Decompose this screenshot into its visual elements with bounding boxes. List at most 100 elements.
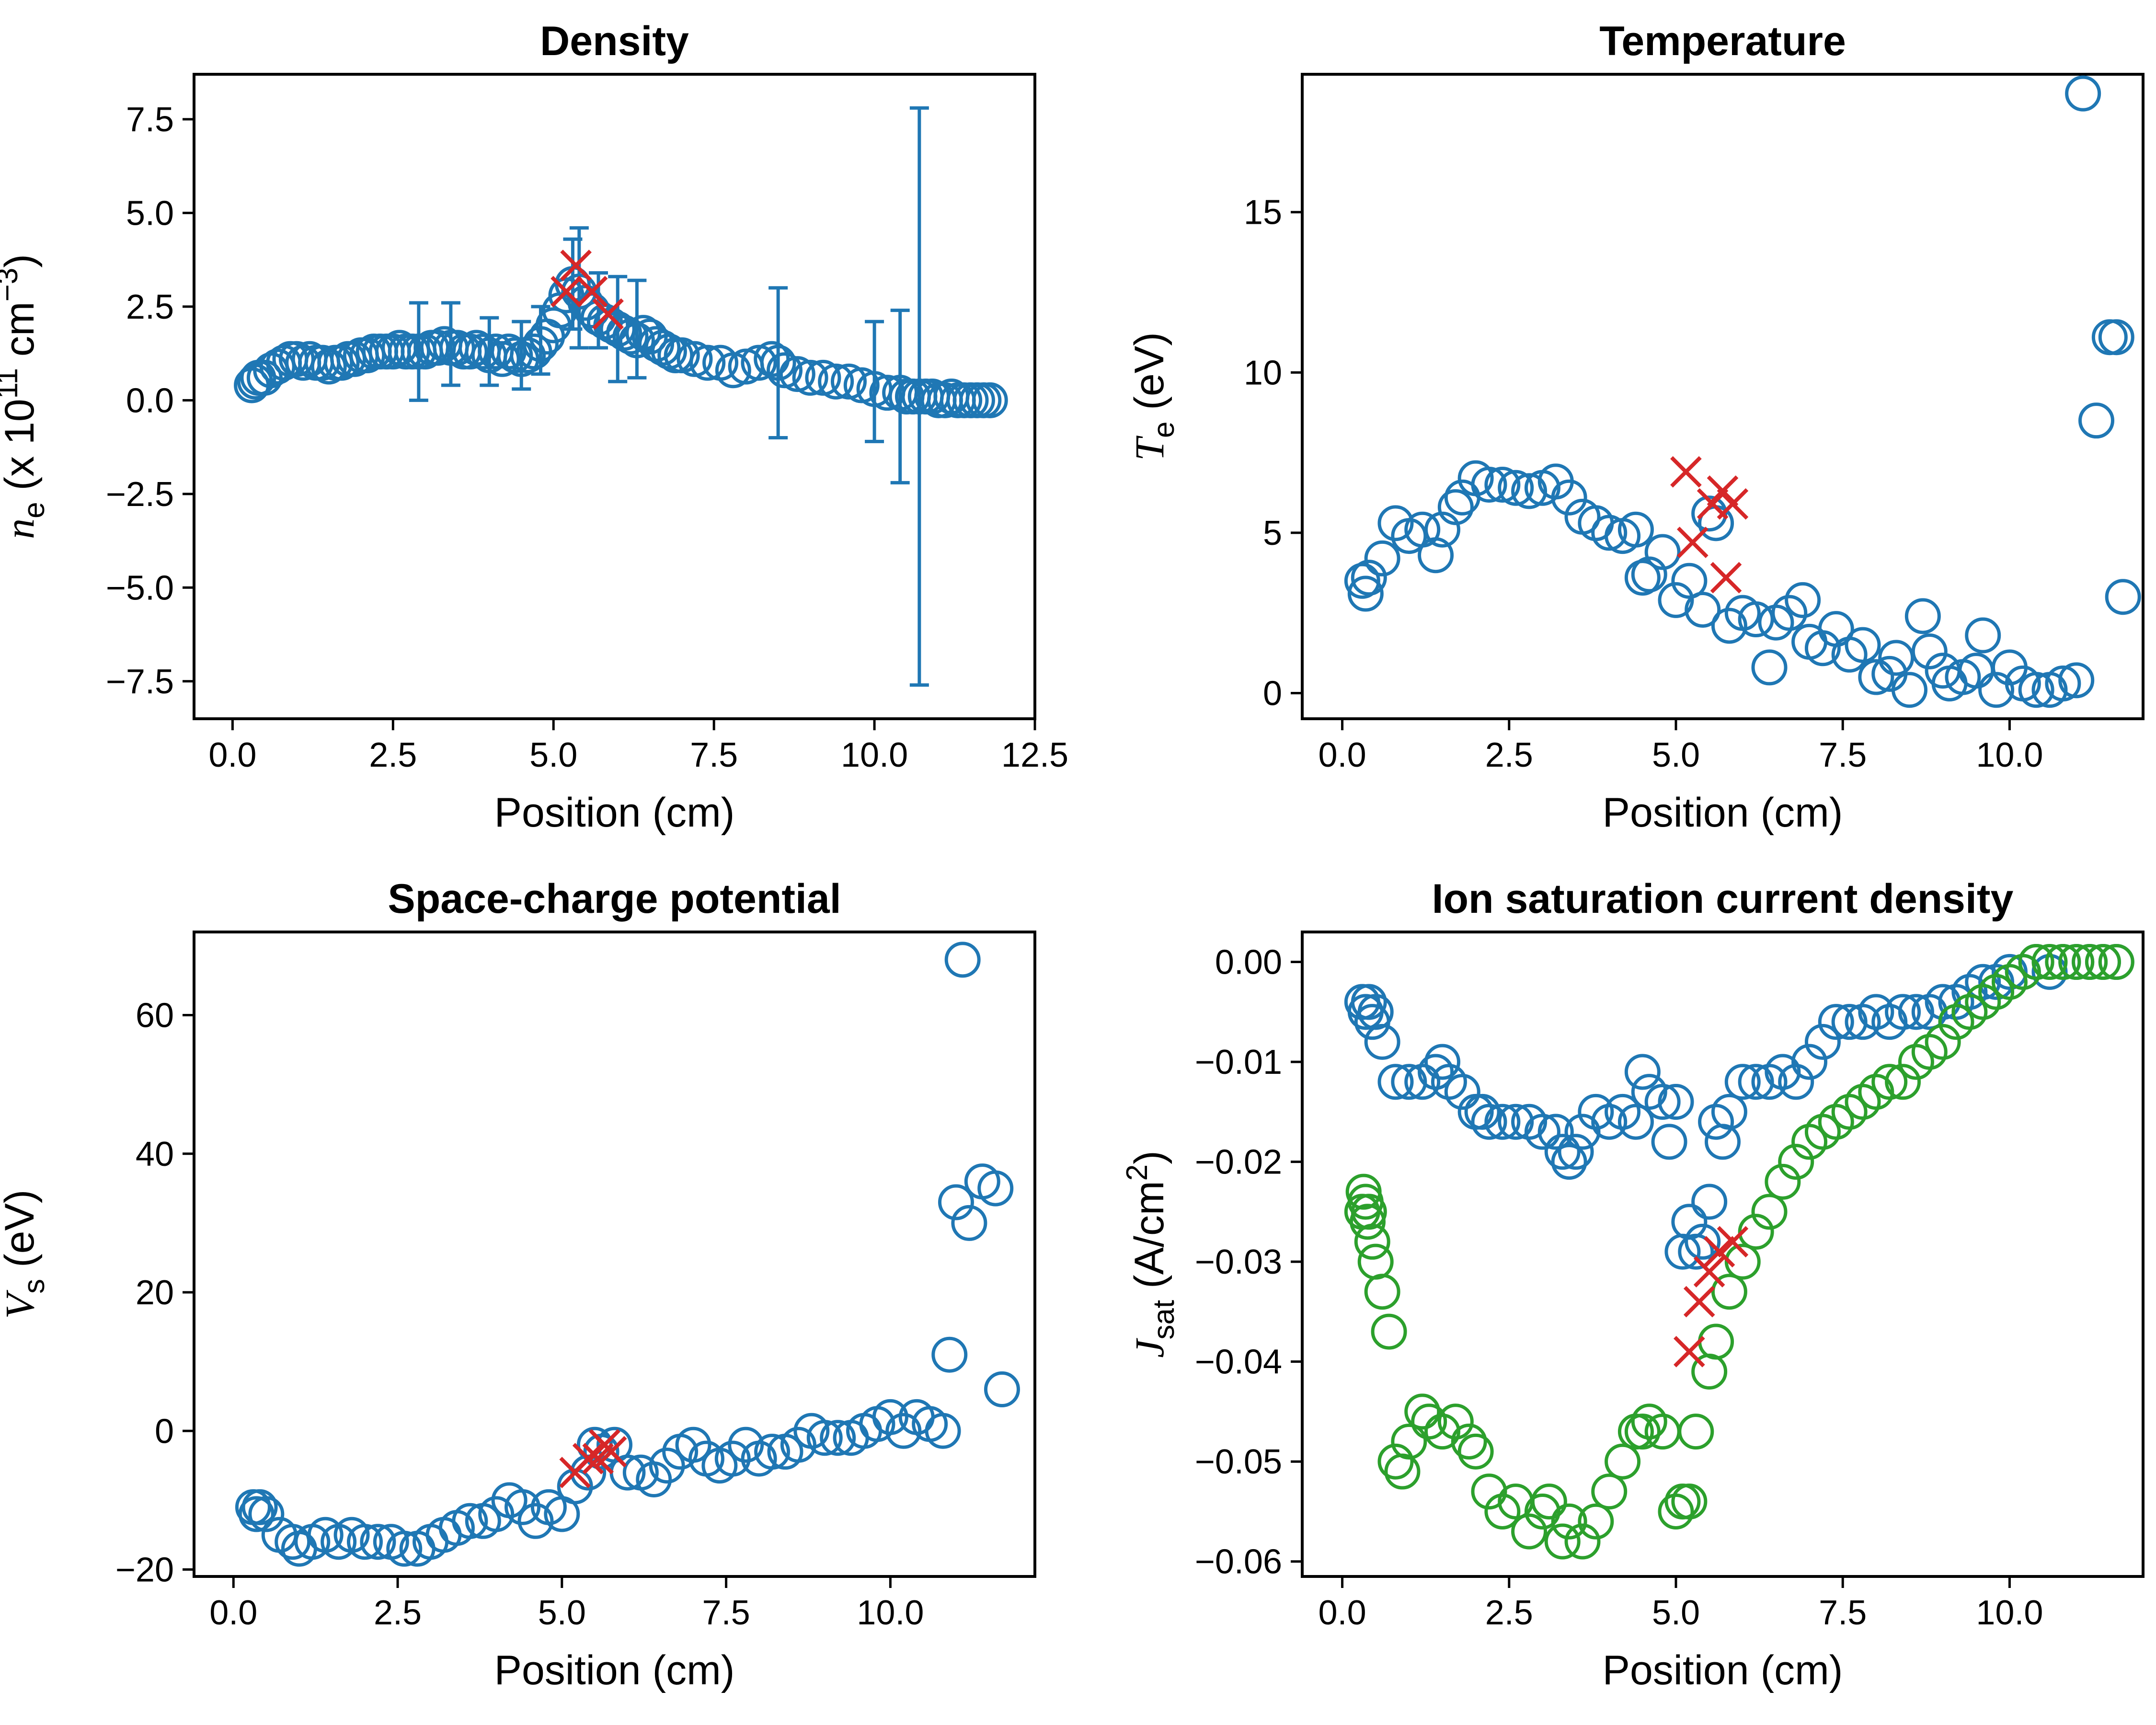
y-tick-label: 0 (1263, 674, 1282, 713)
data-point (1804, 1024, 1841, 1060)
chart-title: Temperature (1599, 18, 1846, 64)
data-point (1605, 1443, 1641, 1480)
data-point (1658, 582, 1694, 618)
data-point (1437, 489, 1474, 525)
data-point (636, 1461, 672, 1498)
series-0 (234, 266, 1008, 418)
data-point (1778, 1144, 1814, 1180)
x-tick-label: 2.5 (369, 736, 417, 774)
x-tick-label: 10.0 (1976, 736, 2043, 774)
series-2 (1674, 1226, 1749, 1368)
data-point (510, 337, 546, 373)
data-point (1738, 1064, 1774, 1100)
plot-frame (193, 73, 1036, 720)
data-point (1357, 1243, 1394, 1280)
x-tick-label: 5.0 (1652, 736, 1700, 774)
data-point-x (1717, 488, 1749, 520)
data-point (938, 1184, 974, 1220)
chart-space-charge: Space-charge potential 0.0 2.5 5.0 7.5 10.0 −2… (0, 876, 1036, 1693)
data-point (1351, 560, 1387, 596)
data-point (1878, 640, 1915, 676)
data-point (1711, 1274, 1747, 1310)
y-axis-label-symbol: J (1126, 1338, 1172, 1358)
data-point (1377, 1443, 1414, 1480)
y-axis-label-close: ) (1126, 1150, 1172, 1164)
data-point (2078, 402, 2114, 439)
data-point-x (550, 276, 582, 308)
data-point (1892, 672, 1927, 708)
data-point (1484, 1104, 1521, 1140)
data-point (2018, 944, 2054, 980)
data-point (1991, 954, 2028, 990)
series-0 (235, 942, 1020, 1567)
data-point-x (1676, 527, 1709, 558)
data-point (792, 359, 828, 396)
data-point (1524, 1114, 1560, 1150)
data-point (714, 1440, 751, 1477)
data-point (360, 1524, 396, 1560)
data-point (1364, 540, 1400, 576)
x-tick-label: 2.5 (374, 1594, 422, 1632)
y-axis-label-close: ) (0, 254, 43, 268)
data-point (1511, 473, 1548, 509)
data-point (1524, 1493, 1560, 1530)
data-point (2058, 662, 2095, 699)
data-point (820, 1420, 856, 1456)
data-point (1904, 598, 1941, 634)
data-point (1591, 1473, 1628, 1510)
y-axis-label-sub: s (18, 1279, 51, 1294)
x-tick-label: 5.0 (538, 1594, 586, 1632)
data-point (1624, 1414, 1661, 1450)
data-point (517, 1503, 554, 1539)
data-point (977, 1170, 1014, 1207)
x-tick-label: 7.5 (1819, 736, 1867, 774)
y-tick-label: 10 (1244, 354, 1282, 392)
data-point (885, 1413, 922, 1449)
data-point (1698, 1323, 1734, 1360)
data-point (1965, 617, 2001, 654)
y-axis-label: Te (eV) (1126, 332, 1181, 461)
data-point-x (1683, 1286, 1715, 1318)
y-tick-label: −0.01 (1195, 1043, 1282, 1081)
data-point (1578, 1503, 1614, 1540)
data-point (1371, 1313, 1407, 1350)
x-tick-label: 7.5 (1819, 1594, 1867, 1632)
data-point-x (1674, 1335, 1705, 1368)
y-tick-label: −0.06 (1195, 1543, 1282, 1581)
data-point (1364, 1024, 1400, 1060)
data-point-x (1693, 1256, 1725, 1288)
data-point (478, 1496, 515, 1532)
data-point (2045, 944, 2081, 980)
data-point (1911, 633, 1948, 669)
data-point (1785, 582, 1821, 618)
data-point (1711, 1093, 1747, 1130)
data-point (972, 382, 1008, 418)
data-point (1685, 591, 1721, 628)
data-point (1751, 1194, 1788, 1230)
chart-title: Ion saturation current density (1432, 876, 2014, 922)
x-tick-label: 10.0 (1976, 1594, 2043, 1632)
data-point (1437, 1403, 1474, 1440)
y-axis-label-tail: cm (0, 301, 43, 368)
data-point (1350, 1204, 1386, 1240)
data-point (1591, 515, 1628, 551)
data-point (2085, 944, 2121, 980)
x-axis-label: Position (cm) (494, 1647, 735, 1693)
data-point (1858, 659, 1894, 695)
data-point (1871, 1064, 1908, 1100)
y-tick-label: 7.5 (126, 101, 174, 139)
data-point (1564, 1114, 1601, 1150)
data-point (1617, 511, 1654, 548)
data-point (1925, 1024, 1961, 1060)
y-axis-label-sup2: −3 (0, 268, 24, 302)
data-point (944, 942, 981, 978)
data-point (1624, 1054, 1661, 1090)
data-point (386, 1530, 423, 1567)
x-tick-label: 0.0 (1319, 736, 1366, 774)
series-1 (550, 249, 624, 330)
data-point (1384, 1453, 1421, 1490)
data-point (1778, 1064, 1814, 1100)
data-point (1658, 1083, 1694, 1120)
data-point-x (592, 298, 624, 330)
x-tick-label: 12.5 (1001, 736, 1068, 774)
